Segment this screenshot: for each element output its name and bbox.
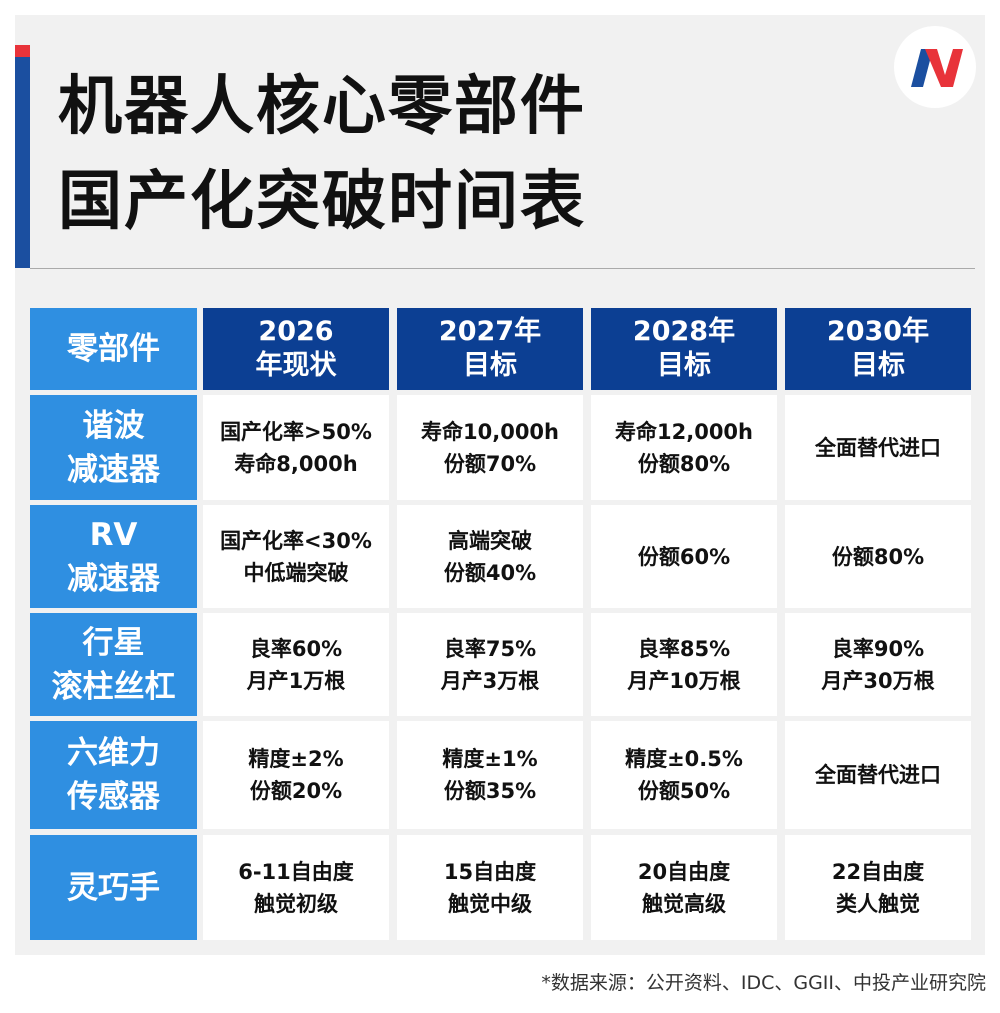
header-cell: 零部件 — [30, 308, 197, 390]
logo — [894, 26, 976, 108]
cell-text: 减速器 — [67, 451, 160, 488]
cell-text: 份额60% — [637, 544, 731, 569]
cell-text: 目标 — [851, 350, 905, 381]
data-cell: 精度±1% 份额35% — [397, 721, 583, 829]
cell-text: 滚柱丝杠 — [51, 668, 176, 705]
cell-text: 寿命10,000h — [421, 419, 559, 444]
cell-text: 精度±0.5% — [625, 747, 743, 771]
row-header: 六维力 传感器 — [30, 721, 197, 829]
data-cell: 全面替代进口 — [785, 721, 971, 829]
data-cell: 寿命12,000h 份额80% — [591, 395, 777, 500]
cell-text: 行星 — [82, 624, 145, 661]
divider — [30, 268, 975, 269]
row-header: RV 减速器 — [30, 505, 197, 608]
cell-text: 目标 — [463, 350, 517, 381]
cell-text: 寿命8,000h — [234, 451, 358, 476]
source-note: *数据来源：公开资料、IDC、GGII、中投产业研究院 — [541, 972, 986, 994]
cell-text: 寿命12,000h — [615, 419, 753, 444]
cell-text: 谐波 — [82, 407, 145, 444]
cell-text: 份额80% — [831, 544, 925, 569]
cell-text: 15自由度 — [443, 859, 537, 884]
cell-text: 触觉初级 — [254, 891, 338, 916]
cell-text: 良率75% — [443, 636, 537, 661]
cell-text: 月产10万根 — [627, 668, 741, 693]
title-line: 国产化突破时间表 — [58, 165, 586, 239]
data-cell: 国产化率>50% 寿命8,000h — [203, 395, 389, 500]
cell-text: 份额20% — [249, 779, 343, 803]
data-cell: 份额80% — [785, 505, 971, 608]
cell-text: 份额80% — [637, 451, 731, 476]
cell-text: 良率85% — [637, 636, 731, 661]
cell-text: RV — [89, 516, 138, 553]
cell-text: 目标 — [657, 350, 711, 381]
data-cell: 份额60% — [591, 505, 777, 608]
data-cell: 高端突破份额40% — [397, 505, 583, 608]
cell-text: 传感器 — [67, 779, 160, 815]
cell-text: 触觉高级 — [642, 891, 726, 916]
cell-text: 零部件 — [67, 331, 160, 367]
title-line: 机器人核心零部件 — [58, 70, 586, 144]
data-cell: 20自由度触觉高级 — [591, 835, 777, 940]
cell-text: 20自由度 — [637, 859, 731, 884]
data-cell: 良率90% 月产30万根 — [785, 613, 971, 716]
cell-text: 减速器 — [67, 560, 160, 597]
cell-text: 2026 — [258, 316, 334, 347]
data-cell: 寿命10,000h 份额70% — [397, 395, 583, 500]
data-cell: 精度±2% 份额20% — [203, 721, 389, 829]
cell-text: 22自由度 — [831, 859, 925, 884]
cell-text: 月产30万根 — [821, 668, 935, 693]
cell-text: 2030年 — [826, 316, 930, 347]
data-cell: 精度±0.5% 份额50% — [591, 721, 777, 829]
cell-text: 高端突破 — [448, 528, 532, 553]
header-cell: 2030年 目标 — [785, 308, 971, 390]
cell-text: 6-11自由度 — [238, 859, 354, 884]
cell-text: 六维力 — [67, 735, 160, 771]
data-cell: 6-11自由度 触觉初级 — [203, 835, 389, 940]
cell-text: 月产1万根 — [246, 668, 346, 693]
cell-text: 全面替代进口 — [815, 763, 941, 787]
cell-text: 良率60% — [249, 636, 343, 661]
header-cell: 2028年 目标 — [591, 308, 777, 390]
cell-text: 精度±1% — [442, 747, 538, 771]
cell-text: 份额50% — [637, 779, 731, 803]
cell-text: 年现状 — [255, 350, 337, 381]
cell-text: 份额40% — [443, 560, 537, 585]
data-cell: 15自由度触觉中级 — [397, 835, 583, 940]
header-cell: 2027年 目标 — [397, 308, 583, 390]
cell-text: 类人触觉 — [836, 891, 920, 916]
row-header: 谐波 减速器 — [30, 395, 197, 500]
cell-text: 月产3万根 — [440, 668, 540, 693]
accent-red — [15, 45, 30, 57]
cell-text: 中低端突破 — [243, 560, 349, 585]
header-cell: 2026 年现状 — [203, 308, 389, 390]
data-cell: 良率85% 月产10万根 — [591, 613, 777, 716]
cell-text: 精度±2% — [248, 747, 344, 771]
cell-text: 2028年 — [632, 316, 736, 347]
cell-text: 触觉中级 — [448, 891, 532, 916]
cell-text: 全面替代进口 — [815, 435, 941, 460]
cell-text: 良率90% — [831, 636, 925, 661]
row-header: 灵巧手 — [30, 835, 197, 940]
cell-text: 国产化率>50% — [220, 419, 372, 444]
accent-blue — [15, 57, 30, 268]
data-cell: 良率75% 月产3万根 — [397, 613, 583, 716]
data-cell: 22自由度类人触觉 — [785, 835, 971, 940]
cell-text: 份额70% — [443, 451, 537, 476]
cell-text: 份额35% — [443, 779, 537, 803]
cell-text: 灵巧手 — [67, 869, 160, 906]
data-cell: 良率60% 月产1万根 — [203, 613, 389, 716]
data-cell: 国产化率<30% 中低端突破 — [203, 505, 389, 608]
data-cell: 全面替代进口 — [785, 395, 971, 500]
cell-text: 国产化率<30% — [220, 528, 372, 553]
cell-text: 2027年 — [438, 316, 542, 347]
row-header: 行星 滚柱丝杠 — [30, 613, 197, 716]
